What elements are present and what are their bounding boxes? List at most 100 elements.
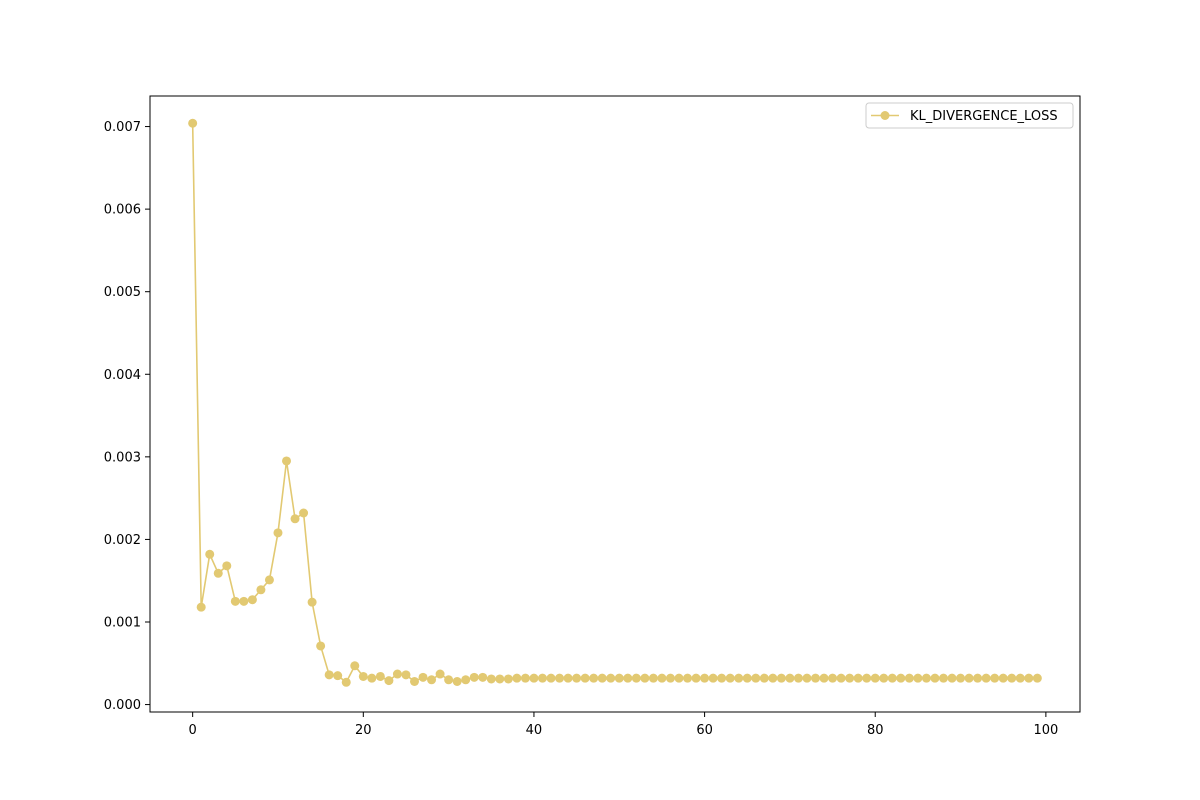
- data-point: [802, 673, 812, 683]
- data-point: [597, 673, 607, 683]
- data-point: [938, 673, 948, 683]
- data-point: [452, 676, 462, 686]
- data-point: [657, 673, 667, 683]
- data-point: [973, 673, 983, 683]
- data-point: [341, 677, 351, 687]
- data-point: [896, 673, 906, 683]
- data-point: [853, 673, 863, 683]
- data-point: [700, 673, 710, 683]
- data-point: [614, 673, 624, 683]
- data-point: [665, 673, 675, 683]
- x-tick-label: 100: [1033, 723, 1058, 738]
- data-point: [529, 673, 539, 683]
- data-point: [546, 673, 556, 683]
- data-point: [427, 675, 437, 685]
- x-tick-label: 80: [867, 723, 884, 738]
- data-point: [580, 673, 590, 683]
- data-point: [486, 674, 496, 684]
- data-point: [213, 568, 223, 578]
- y-tick-label: 0.006: [104, 203, 141, 218]
- data-point: [828, 673, 838, 683]
- data-point: [350, 661, 360, 671]
- y-tick-label: 0.002: [104, 533, 141, 548]
- x-axis: 0 20 40 60 80 100: [189, 712, 1058, 738]
- y-tick-label: 0.007: [104, 120, 141, 135]
- data-point: [299, 508, 309, 518]
- data-point: [1032, 673, 1042, 683]
- data-point: [836, 673, 846, 683]
- data-point: [913, 673, 923, 683]
- data-point: [435, 669, 445, 679]
- data-point: [640, 673, 650, 683]
- data-point: [1015, 673, 1025, 683]
- data-point: [469, 672, 479, 682]
- data-point: [606, 673, 616, 683]
- y-tick-label: 0.001: [104, 615, 141, 630]
- data-point: [409, 676, 419, 686]
- legend-box: [865, 102, 1074, 129]
- data-point: [793, 673, 803, 683]
- plot-area: [188, 118, 1042, 687]
- data-point: [205, 549, 215, 559]
- data-point: [1024, 673, 1034, 683]
- data-point: [674, 673, 684, 683]
- data-point: [273, 528, 283, 538]
- data-point: [589, 673, 599, 683]
- data-point: [870, 673, 880, 683]
- data-point: [384, 676, 394, 686]
- data-point: [879, 673, 889, 683]
- x-tick-label: 0: [189, 723, 197, 738]
- data-point: [751, 673, 761, 683]
- data-point: [947, 673, 957, 683]
- data-point: [256, 585, 266, 595]
- data-point: [264, 575, 274, 585]
- data-point: [930, 673, 940, 683]
- data-point: [708, 673, 718, 683]
- x-tick-label: 60: [696, 723, 713, 738]
- data-point: [239, 596, 249, 606]
- data-point: [768, 673, 778, 683]
- legend-marker-swatch: [880, 111, 890, 120]
- data-point: [478, 672, 488, 682]
- data-point: [998, 673, 1008, 683]
- data-point: [367, 673, 377, 683]
- data-point: [631, 673, 641, 683]
- data-point: [461, 675, 471, 685]
- data-point: [717, 673, 727, 683]
- data-point: [776, 673, 786, 683]
- data-point: [495, 674, 505, 684]
- data-point: [196, 602, 206, 612]
- data-point: [401, 670, 411, 680]
- data-point: [247, 595, 257, 605]
- data-point: [990, 673, 1000, 683]
- data-point: [555, 673, 565, 683]
- data-point: [1007, 673, 1017, 683]
- x-tick-label: 40: [526, 723, 543, 738]
- data-point: [759, 673, 769, 683]
- data-point: [921, 673, 931, 683]
- data-point: [648, 673, 658, 683]
- data-point: [683, 673, 693, 683]
- data-point: [307, 597, 317, 607]
- y-tick-label: 0.003: [104, 450, 141, 465]
- data-point: [316, 641, 326, 651]
- data-point: [904, 673, 914, 683]
- legend: KL_DIVERGENCE_LOSS: [865, 102, 1074, 129]
- data-point: [725, 673, 735, 683]
- data-point: [282, 456, 292, 466]
- data-point: [537, 673, 547, 683]
- data-point: [375, 671, 385, 681]
- data-point: [887, 673, 897, 683]
- data-point: [333, 671, 343, 681]
- y-tick-label: 0.004: [104, 368, 141, 383]
- x-tick-label: 20: [355, 723, 372, 738]
- data-point: [392, 669, 402, 679]
- y-tick-label: 0.005: [104, 285, 141, 300]
- data-point: [444, 675, 454, 685]
- data-point: [742, 673, 752, 683]
- data-point: [845, 673, 855, 683]
- data-point: [691, 673, 701, 683]
- data-point: [734, 673, 744, 683]
